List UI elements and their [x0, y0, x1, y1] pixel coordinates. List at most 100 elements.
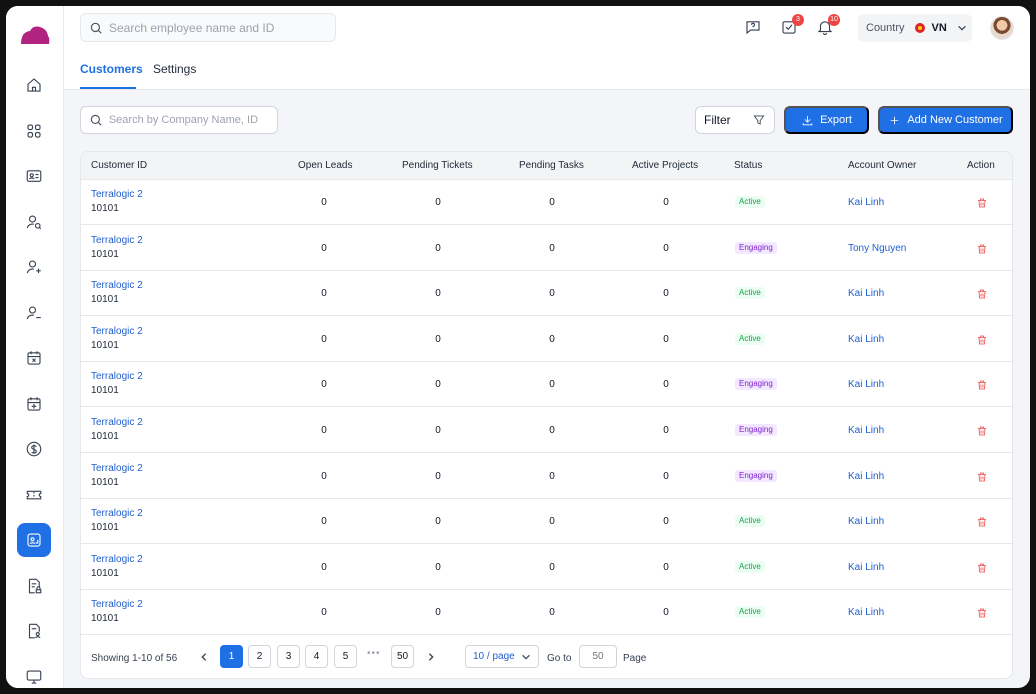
table-row[interactable]: Terralogic 2 10101 0 0 0 0 Engaging Tony Nguyen — [81, 226, 1012, 271]
chevron-left-icon — [200, 652, 206, 661]
delete-button[interactable] — [976, 333, 988, 345]
company-search[interactable] — [80, 106, 278, 134]
account-owner-link[interactable]: Kai Linh — [848, 425, 885, 436]
customer-name-link[interactable]: Terralogic 2 — [91, 553, 143, 565]
sidebar-item-monitor[interactable] — [17, 660, 51, 688]
status-badge: Engaging — [735, 241, 777, 254]
customer-name-link[interactable]: Terralogic 2 — [91, 234, 143, 246]
country-selector[interactable]: Country VN — [858, 14, 972, 42]
page-size-value: 10 / page — [473, 651, 515, 662]
employee-search[interactable] — [80, 13, 336, 42]
customer-name-link[interactable]: Terralogic 2 — [91, 417, 143, 428]
sidebar-item-calendar-x[interactable] — [17, 341, 51, 375]
customer-name-link[interactable]: Terralogic 2 — [91, 189, 143, 200]
sidebar-item-dollar[interactable] — [17, 432, 51, 466]
help-button[interactable] — [744, 18, 764, 38]
export-button[interactable]: Export — [784, 106, 869, 134]
table-row[interactable]: Terralogic 2 10101 0 0 0 0 Engaging Kai Linh — [81, 408, 1012, 453]
table-row[interactable]: Terralogic 2 10101 0 0 0 0 Active Kai Linh — [81, 317, 1012, 362]
account-owner-link[interactable]: Kai Linh — [848, 379, 885, 391]
table-row[interactable]: Terralogic 2 10101 0 0 0 0 Active Kai Linh — [81, 271, 1012, 317]
active-projects-value: 0 — [663, 425, 669, 436]
prev-page-button[interactable] — [192, 645, 215, 668]
goto-label: Go to — [547, 653, 572, 664]
page-ellipsis[interactable]: ••• — [367, 648, 381, 659]
delete-button[interactable] — [976, 196, 988, 208]
customer-name-link[interactable]: Terralogic 2 — [91, 462, 143, 474]
delete-button[interactable] — [976, 424, 988, 436]
sidebar-item-ticket[interactable] — [17, 478, 51, 512]
customer-id: 10101 — [91, 294, 119, 306]
customer-name-link[interactable]: Terralogic 2 — [91, 508, 143, 520]
page-button-4[interactable]: 4 — [305, 645, 328, 668]
account-owner-link[interactable]: Kai Linh — [848, 516, 885, 528]
table-row[interactable]: Terralogic 2 10101 0 0 0 0 Active Kai Linh — [81, 590, 1012, 636]
sidebar-item-customer-chart[interactable] — [17, 523, 51, 557]
filter-label: Filter — [704, 113, 731, 127]
trash-icon — [978, 244, 986, 253]
page-button-1[interactable]: 1 — [220, 645, 243, 668]
employee-search-input[interactable] — [109, 20, 329, 35]
app-window: 3 10 Country VN Customers Settings Filte… — [6, 6, 1030, 688]
account-owner-link[interactable]: Kai Linh — [848, 607, 885, 619]
page-button-last[interactable]: 50 — [391, 645, 414, 668]
delete-button[interactable] — [976, 606, 988, 618]
sidebar-item-user-search[interactable] — [17, 205, 51, 239]
company-logo[interactable] — [19, 24, 51, 46]
customer-name-link[interactable]: Terralogic 2 — [91, 599, 143, 611]
delete-button[interactable] — [976, 287, 988, 299]
page-button-2[interactable]: 2 — [248, 645, 271, 668]
column-header: Status — [734, 160, 763, 171]
account-owner-link[interactable]: Kai Linh — [848, 470, 885, 482]
active-projects-value: 0 — [663, 607, 669, 619]
pending-tickets-value: 0 — [435, 288, 441, 300]
page-button-5[interactable]: 5 — [334, 645, 357, 668]
sidebar-item-user-remove[interactable] — [17, 296, 51, 330]
account-owner-link[interactable]: Kai Linh — [848, 561, 885, 573]
next-page-button[interactable] — [419, 645, 442, 668]
sidebar-item-id-card[interactable] — [17, 159, 51, 193]
table-row[interactable]: Terralogic 2 10101 0 0 0 0 Active Kai Linh — [81, 499, 1012, 545]
delete-button[interactable] — [976, 470, 988, 482]
pagination: Showing 1-10 of 56 1 2 3 4 5 ••• 50 10 /… — [81, 636, 1012, 678]
user-search-icon — [26, 215, 42, 230]
active-projects-value: 0 — [663, 242, 669, 254]
table-row[interactable]: Terralogic 2 10101 0 0 0 0 Engaging Kai Linh — [81, 454, 1012, 499]
add-customer-button[interactable]: Add New Customer — [878, 106, 1013, 134]
tasks-button[interactable]: 3 — [780, 14, 804, 38]
delete-button[interactable] — [976, 561, 988, 573]
page-button-3[interactable]: 3 — [277, 645, 300, 668]
customer-id: 10101 — [91, 476, 119, 488]
account-owner-link[interactable]: Tony Nguyen — [848, 242, 907, 254]
tab-customers[interactable]: Customers — [80, 62, 143, 76]
delete-button[interactable] — [976, 378, 988, 390]
page-size-select[interactable]: 10 / page — [465, 645, 539, 668]
pending-tasks-value: 0 — [549, 516, 555, 528]
trash-icon — [978, 472, 986, 481]
filter-button[interactable]: Filter — [695, 106, 775, 134]
table-row[interactable]: Terralogic 2 10101 0 0 0 0 Active Kai Linh — [81, 180, 1012, 225]
customer-name-link[interactable]: Terralogic 2 — [91, 371, 143, 383]
account-owner-link[interactable]: Kai Linh — [848, 333, 885, 345]
pending-tasks-value: 0 — [549, 470, 555, 482]
sidebar-item-user-add[interactable] — [17, 250, 51, 284]
customer-name-link[interactable]: Terralogic 2 — [91, 325, 143, 337]
sidebar-item-calendar-plus[interactable] — [17, 387, 51, 421]
table-row[interactable]: Terralogic 2 10101 0 0 0 0 Active Kai Linh — [81, 545, 1012, 590]
sidebar-item-document-lock[interactable] — [17, 569, 51, 603]
delete-button[interactable] — [976, 515, 988, 527]
sidebar-item-apps[interactable] — [17, 114, 51, 148]
user-avatar[interactable] — [990, 16, 1014, 40]
delete-button[interactable] — [976, 242, 988, 254]
table-row[interactable]: Terralogic 2 10101 0 0 0 0 Engaging Kai Linh — [81, 362, 1012, 408]
sidebar-item-document-user[interactable] — [17, 614, 51, 648]
goto-page-input[interactable] — [579, 645, 617, 668]
tab-settings[interactable]: Settings — [153, 62, 197, 76]
customer-name-link[interactable]: Terralogic 2 — [91, 280, 143, 292]
company-search-input[interactable] — [108, 114, 277, 126]
account-owner-link[interactable]: Kai Linh — [848, 288, 885, 300]
pending-tickets-value: 0 — [435, 333, 441, 345]
notifications-button[interactable]: 10 — [816, 14, 840, 38]
sidebar-item-home[interactable] — [17, 68, 51, 102]
account-owner-link[interactable]: Kai Linh — [848, 197, 885, 208]
